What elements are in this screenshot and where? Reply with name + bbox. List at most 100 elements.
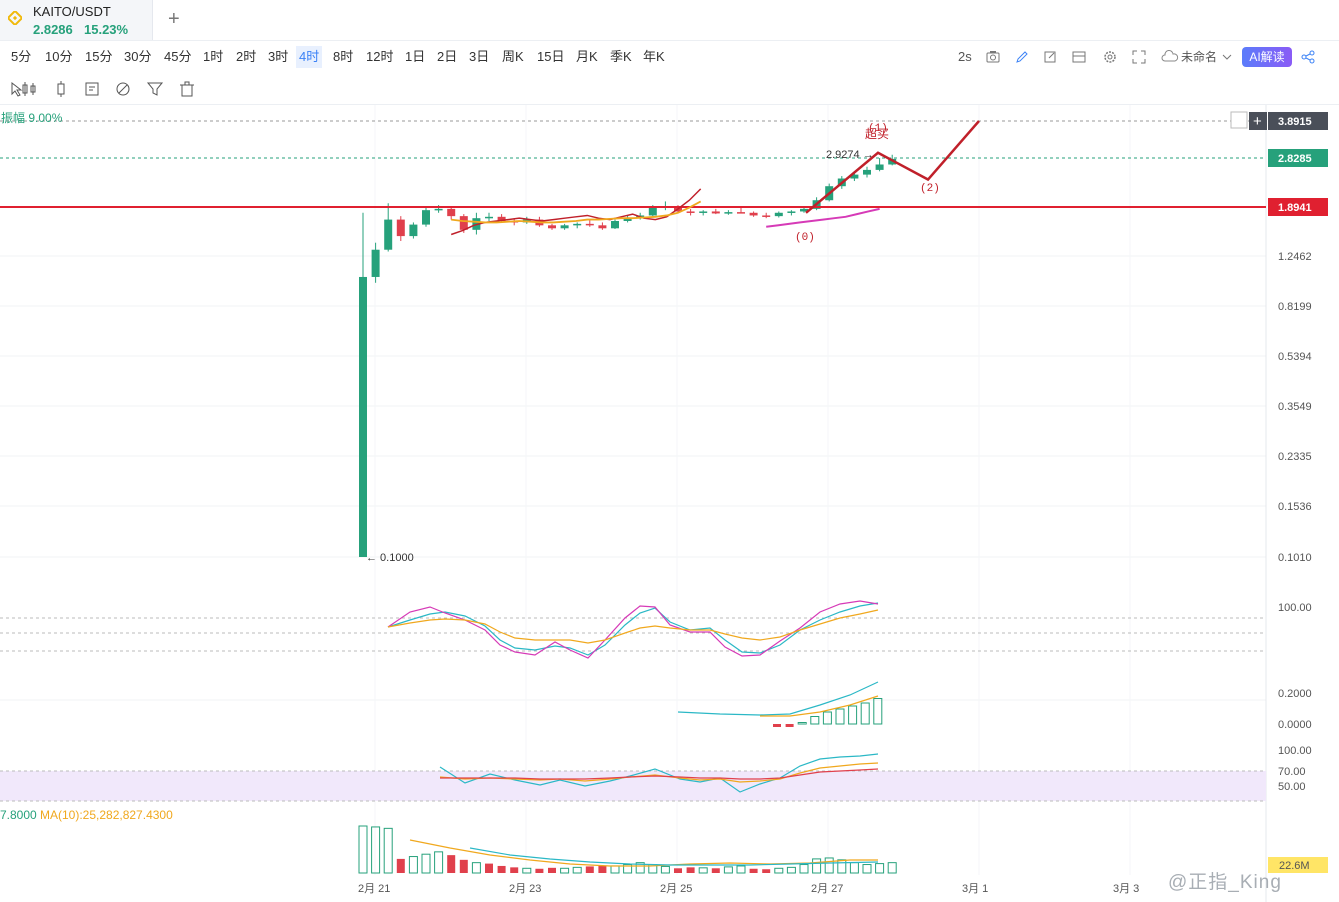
volume-bar-8 [459,859,468,873]
timeframe-4[interactable]: 45分 [164,49,192,64]
timeframe-2[interactable]: 15分 [85,49,113,64]
volume-bar-22 [635,862,645,874]
timeframe-toolbar: 5分 10分 15分 30分 45分 1时 2时 3时 4时 8时 12时 1日 2日 3日 周K 15日 月K… [0,42,1339,72]
template-icon[interactable] [83,80,101,98]
volume-bar-0 [358,825,368,874]
filter-icon[interactable] [146,80,164,98]
volume-bar-25 [674,868,682,873]
timeframe-3[interactable]: 30分 [124,49,152,64]
share-icon[interactable] [1300,49,1316,67]
x-tick-3: 2月 27 [811,883,843,895]
fullscreen-icon[interactable] [1131,49,1147,67]
candle-body-16 [560,225,569,229]
tab-bar: KAITO/USDT 2.8286 15.23% + [0,0,1339,41]
volume-bar-1 [371,826,381,874]
overbought-label: 超买 [865,126,889,141]
candle-body-7 [447,208,456,217]
layout-icon[interactable] [1071,49,1087,67]
macd-bar-0 [773,724,781,727]
ai-interpret-button[interactable]: AI解读 [1242,47,1292,67]
candle-body-1 [371,249,380,277]
volume-bar-12 [510,867,519,873]
candle-body-41 [875,164,884,170]
camera-icon[interactable] [985,49,1001,67]
chevron-down-icon[interactable] [1222,53,1232,71]
high-annotation: 2.9274 → [826,149,874,161]
timeframe-1[interactable]: 10分 [45,49,73,64]
candle-body-27 [699,211,708,213]
price-tick-0: 1.2462 [1278,251,1312,263]
timeframe-8[interactable]: 4时 [296,46,323,68]
price-badge-top-bg [1268,112,1328,130]
volume-bar-11 [497,865,506,873]
price-tick-6: 0.1010 [1278,552,1312,564]
timeframe-6[interactable]: 2时 [236,49,257,64]
volume-bar-42 [887,862,897,874]
wave-1-label: (1) [868,123,888,135]
candle-body-15 [548,225,556,229]
rsi-6-line [439,753,879,793]
grid [0,105,1267,902]
crosshair-box [1230,111,1248,129]
candle-body-28 [711,211,720,214]
x-tick-2: 2月 25 [660,883,692,895]
compare-icon[interactable] [114,80,132,98]
add-tab-button[interactable]: + [168,8,180,30]
timeframe-17[interactable]: 季K [610,49,632,64]
settings-gear-icon[interactable] [1102,49,1118,67]
timeframe-16[interactable]: 月K [576,49,598,64]
drawing-toolbar [0,78,220,100]
axis-labels: 1.2462 0.8199 0.5394 0.3549 0.2335 0.1536 0.10… [358,111,1328,895]
volume-bar-31 [749,868,758,873]
macd-bar-7 [860,702,870,725]
timeframe-7[interactable]: 3时 [268,49,289,64]
price-tick-5: 0.1536 [1278,501,1312,513]
price-badge-red: 1.8941 [1278,202,1312,214]
macd-bar-6 [848,705,858,725]
chart-area[interactable]: 100.000.20000.0000100.0070.0050.00100.00… [0,105,1339,902]
overlays: (0) (1)超买 (2) 2.9274 → ← 0.1000 [0,120,1266,564]
volume-bar-28 [711,868,720,873]
cursor-icon[interactable] [8,80,26,98]
price-badge-red-bg [1268,198,1328,216]
popout-icon[interactable] [1042,49,1058,67]
candle-body-29 [724,212,733,214]
price-tick-3: 0.3549 [1278,401,1312,413]
x-tick-5: 3月 3 [1113,883,1139,895]
candle-body-2 [384,219,393,250]
candle-body-19 [598,225,607,229]
candle-body-4 [409,224,418,237]
volume-bar-34 [786,866,796,874]
cloud-icon[interactable] [1161,49,1179,67]
candle-body-3 [396,219,405,237]
amplitude-label: 振幅 9.00% [1,111,63,125]
timeframe-18[interactable]: 年K [643,49,665,64]
macd-axis-top: 0.2000 [1278,688,1312,700]
indicator-icon[interactable] [52,80,70,98]
candle-body-0 [359,276,367,557]
timeframe-10[interactable]: 12时 [366,49,394,64]
volume-bar-3 [396,858,405,873]
timeframe-0[interactable]: 5分 [11,49,32,64]
timeframe-14[interactable]: 周K [502,49,524,64]
volume-bar-24 [660,865,670,874]
x-tick-0: 2月 21 [358,883,390,895]
volume-bar-7 [447,855,456,873]
macd-bar-1 [785,724,794,727]
symbol-tab[interactable]: KAITO/USDT 2.8286 15.23% [0,0,153,40]
pencil-icon[interactable] [1014,49,1030,67]
volume-bar-36 [812,858,822,874]
kdj-j-line [387,600,879,659]
volume-bar-6 [434,851,444,874]
candle-body-26 [686,211,695,213]
delete-icon[interactable] [178,80,196,98]
timeframe-11[interactable]: 1日 [405,49,426,64]
timeframe-12[interactable]: 2日 [437,49,458,64]
timeframe-9[interactable]: 8时 [333,49,354,64]
refresh-interval[interactable]: 2s [958,49,972,64]
candle-type-icon[interactable] [20,80,38,98]
timeframe-5[interactable]: 1时 [203,49,224,64]
layout-name[interactable]: 未命名 [1181,50,1218,64]
timeframe-13[interactable]: 3日 [469,49,490,64]
timeframe-15[interactable]: 15日 [537,49,565,64]
